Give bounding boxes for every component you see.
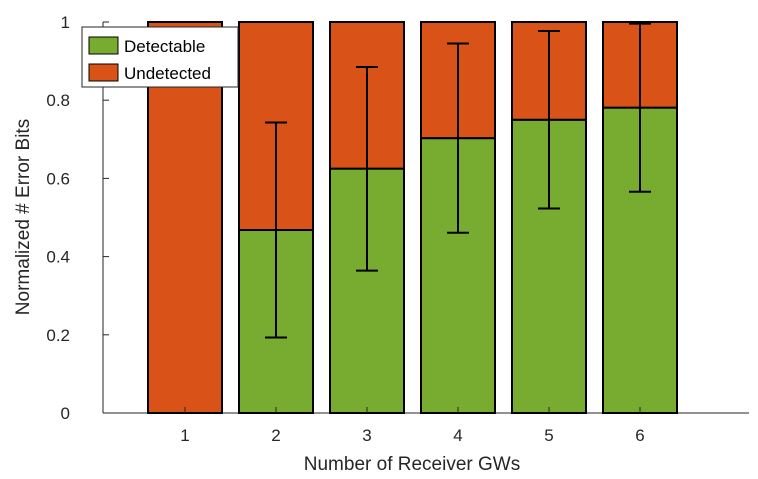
x-axis-label: Number of Receiver GWs <box>304 454 520 475</box>
legend-swatch-detectable <box>88 36 119 55</box>
error-bar-4 <box>447 42 469 234</box>
legend-label-undetected: Undetected <box>124 64 211 83</box>
error-bar-3 <box>356 65 378 272</box>
y-axis-label: Normalized # Error Bits <box>13 119 34 315</box>
error-bar-2 <box>265 121 287 339</box>
x-tick-label-3: 3 <box>362 426 371 445</box>
y-ticks: 0 0.2 0.4 0.6 0.8 1 <box>46 13 109 423</box>
x-tick-label-2: 2 <box>271 426 280 445</box>
y-tick-label-0.4: 0.4 <box>46 248 70 267</box>
x-ticks: 1 2 3 4 5 6 <box>180 407 645 445</box>
legend: Detectable Undetected <box>81 26 239 88</box>
y-tick-label-0: 0 <box>61 404 70 423</box>
y-tick-label-1: 1 <box>61 13 70 32</box>
x-tick-label-6: 6 <box>635 426 644 445</box>
legend-label-detectable: Detectable <box>124 37 205 56</box>
x-tick-label-1: 1 <box>180 426 189 445</box>
legend-swatch-undetected <box>88 63 119 82</box>
error-bars <box>265 22 651 339</box>
y-tick-label-0.2: 0.2 <box>46 326 70 345</box>
y-tick-label-0.6: 0.6 <box>46 169 70 188</box>
x-tick-label-5: 5 <box>544 426 553 445</box>
y-tick-label-0.8: 0.8 <box>46 91 70 110</box>
error-bar-6 <box>629 22 651 193</box>
error-bar-5 <box>538 29 560 210</box>
x-tick-label-4: 4 <box>453 426 462 445</box>
